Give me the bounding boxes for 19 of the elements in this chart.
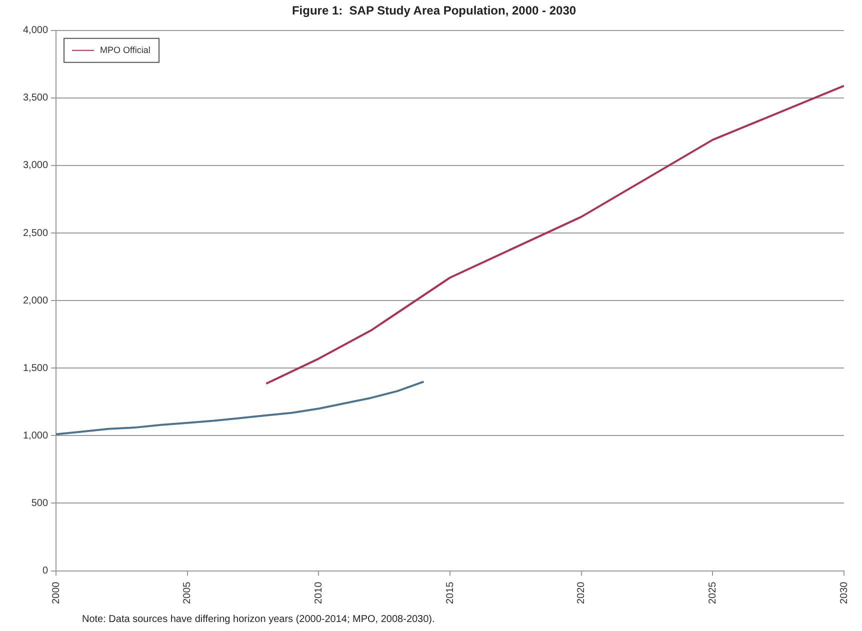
chart-title: Figure 1: SAP Study Area Population, 2000 - 2030 xyxy=(292,4,576,18)
x-tick-label: 2005 xyxy=(182,581,194,604)
y-tick-label: 1,500 xyxy=(22,362,48,374)
y-tick-label: 3,500 xyxy=(22,92,48,104)
x-tick-label: 2025 xyxy=(707,581,718,604)
y-tick-label: 3,000 xyxy=(22,160,48,172)
y-tick-label: 2,500 xyxy=(22,228,48,239)
x-tick-label: 2030 xyxy=(838,581,850,604)
y-tick-label: 1,000 xyxy=(22,430,48,442)
x-tick-label: 2015 xyxy=(444,581,456,604)
legend-label: MPO Official xyxy=(100,44,150,55)
y-tick-label: 0 xyxy=(42,566,48,577)
x-tick-label: 2000 xyxy=(50,581,62,604)
text: Note: Data sources have differing horizon years (2000-2014; MPO, 2008-2030). xyxy=(82,614,435,625)
y-tick-label: 500 xyxy=(31,498,48,509)
y-tick-label: 2,000 xyxy=(22,295,48,306)
y-tick-label: 4,000 xyxy=(22,25,48,36)
x-tick-label: 2010 xyxy=(313,581,324,604)
x-tick-label: 2020 xyxy=(576,581,588,604)
